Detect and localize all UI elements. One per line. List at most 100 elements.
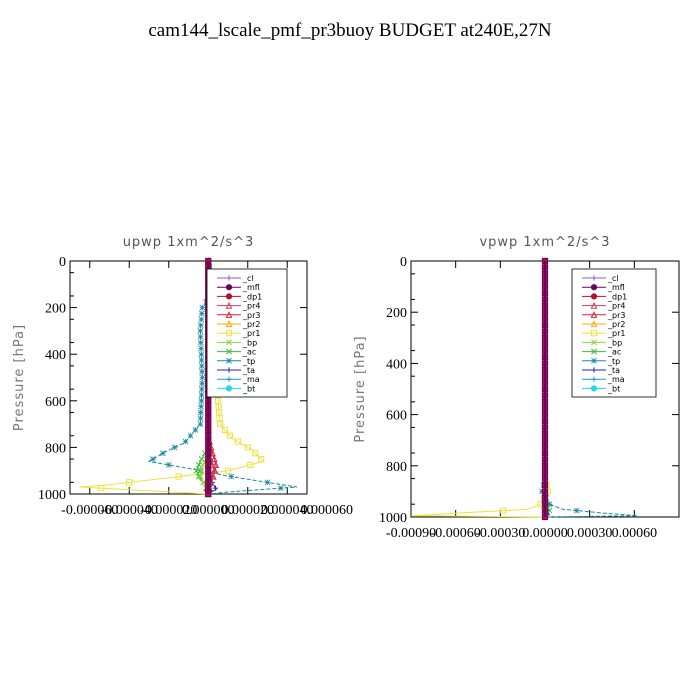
series-marker <box>197 339 204 346</box>
legend-entry: _ma <box>607 375 625 384</box>
x-tick-label: 0.000040 <box>261 503 314 518</box>
legend-entry: _bp <box>242 338 257 347</box>
x-tick-label: 0.00030 <box>567 526 613 541</box>
y-tick-label: 600 <box>386 409 407 424</box>
series-marker <box>197 473 204 480</box>
series-marker <box>573 507 580 514</box>
series-marker <box>193 467 200 474</box>
series-marker <box>264 479 271 486</box>
series-marker <box>221 426 229 434</box>
y-tick-label: 1000 <box>38 488 66 503</box>
series-marker <box>541 424 549 431</box>
series-marker <box>199 380 205 387</box>
series-marker <box>541 302 549 309</box>
legend-marker <box>591 367 597 373</box>
series-marker <box>198 345 204 352</box>
legend-marker <box>225 385 233 392</box>
legend-entry: _pr1 <box>607 329 625 338</box>
series-marker <box>226 432 234 439</box>
series-marker <box>159 450 166 457</box>
series-marker <box>541 513 549 521</box>
legend-entry: _pr3 <box>242 311 260 320</box>
series-marker <box>216 409 223 416</box>
legend-marker <box>225 293 233 300</box>
legend-entry: _bp <box>607 338 622 347</box>
series-marker <box>205 485 212 492</box>
x-tick-label: 0.000020 <box>222 503 275 518</box>
series-marker <box>205 426 212 434</box>
legend-entry: _cl <box>607 274 619 283</box>
plot-frame <box>69 260 308 495</box>
y-tick-label: 800 <box>386 460 407 475</box>
legend-entry: _ta <box>242 366 255 375</box>
series-marker <box>541 257 549 265</box>
series-marker <box>541 264 549 271</box>
legend-marker <box>226 376 232 382</box>
y-tick-label: 0 <box>400 255 407 270</box>
series-marker <box>198 357 205 363</box>
legend-entry: _ma <box>242 375 260 384</box>
series-marker <box>247 461 254 468</box>
page-title: cam144_lscale_pmf_pr3buoy BUDGET at240E,… <box>148 20 552 41</box>
series-marker <box>210 455 218 463</box>
legend-marker <box>226 348 232 355</box>
series-marker <box>541 270 549 277</box>
series-pr1 <box>412 257 552 521</box>
legend-marker <box>590 301 598 309</box>
legend-marker <box>226 275 232 281</box>
series-marker <box>541 360 549 367</box>
series-marker <box>541 341 549 348</box>
legend-marker <box>590 284 598 291</box>
series-marker <box>198 456 205 463</box>
legend-entry: _dp1 <box>607 292 627 301</box>
series-marker <box>215 403 222 410</box>
series-marker <box>205 421 212 428</box>
series-marker <box>205 415 212 422</box>
series-marker <box>197 409 204 416</box>
x-tick-label: -0.000040 <box>101 503 158 518</box>
series-marker <box>197 467 204 474</box>
legend-entry: _ac <box>607 348 621 357</box>
x-tick-label: -0.00030 <box>475 526 525 541</box>
series-marker <box>205 473 212 480</box>
series-marker <box>541 443 549 450</box>
y-tick-label: 600 <box>45 395 66 410</box>
series-marker <box>171 444 178 451</box>
series-marker <box>541 417 549 425</box>
legend: _cl_mfl_dp1_pr4_pr3_pr2_pr1_bp_ac_tp_ta_… <box>571 268 657 398</box>
series-marker <box>277 485 284 492</box>
legend-marker <box>226 339 232 346</box>
legend-marker <box>225 330 233 337</box>
series-marker <box>541 405 549 412</box>
series-marker <box>150 456 156 462</box>
x-tick-label: -0.000060 <box>61 503 118 518</box>
x-tick-label: -0.000020 <box>140 503 197 518</box>
series-mfl <box>541 257 549 521</box>
legend-marker <box>225 320 233 328</box>
series-marker <box>541 494 549 501</box>
series-marker <box>216 415 223 422</box>
legend-entry: _pr4 <box>607 302 625 311</box>
panel-title: upwp 1xm^2/s^3 <box>123 235 255 250</box>
series-marker <box>541 475 549 482</box>
series-marker <box>182 438 189 445</box>
legend-marker <box>591 376 597 382</box>
legend-marker <box>590 320 598 328</box>
series-marker <box>198 310 205 317</box>
series-marker <box>205 455 212 463</box>
series-marker <box>541 379 549 386</box>
series-line <box>412 261 549 518</box>
series-marker <box>541 321 549 329</box>
series-marker <box>541 353 549 361</box>
series-marker <box>205 479 212 486</box>
series-marker <box>198 351 205 358</box>
series-marker <box>541 437 549 444</box>
series-marker <box>541 328 549 335</box>
series-marker <box>165 461 172 468</box>
series-marker <box>228 473 235 480</box>
legend-entry: _cl <box>242 274 254 283</box>
legend-marker <box>591 357 597 364</box>
series-marker <box>541 283 549 290</box>
series-marker <box>217 421 224 428</box>
series-marker <box>224 467 232 474</box>
